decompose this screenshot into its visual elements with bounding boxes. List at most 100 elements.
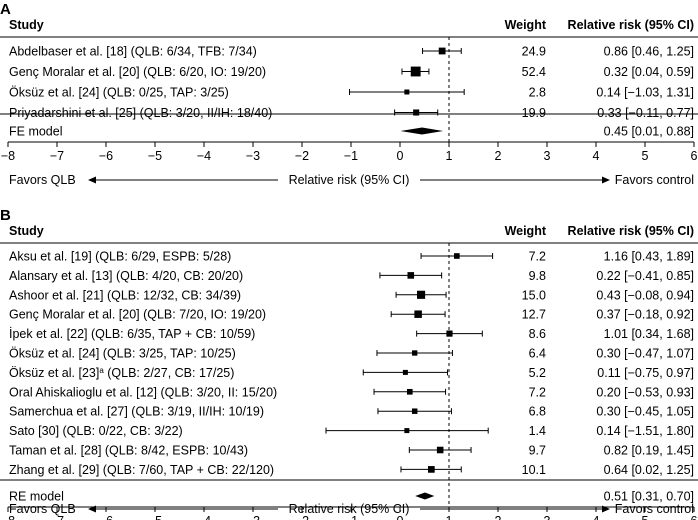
header-study: Study [9,18,44,32]
x-axis: −8 −7 −6 −5 −4 −3 −2 −1 0 1 2 3 4 5 6 [1,141,698,163]
study-row: Aksu et al. [19] (QLB: 6/29, ESPB: 5/28)… [9,250,694,264]
favors-left-label: Favors QLB [9,173,76,187]
point-estimate-square [406,388,413,395]
study-row: Priyadarshini et al. [25] (QLB: 3/20, II… [9,106,694,120]
study-weight: 19.9 [522,106,546,120]
study-row: Samerchua et al. [27] (QLB: 3/19, II/IH:… [9,405,694,419]
panel-label: A [0,1,11,18]
axis-tick-label: 4 [593,514,600,520]
axis-tick-label: −2 [295,514,309,520]
study-relative-risk: 0.22 [−0.41, 0.85] [596,269,694,283]
study-label: Öksüz et al. [24] (QLB: 0/25, TAP: 3/25) [9,86,229,100]
study-relative-risk: 0.11 [−0.75, 0.97] [597,366,694,380]
study-relative-risk: 0.33 [−0.11, 0.77] [597,106,694,120]
study-row: Oral Ahiskalioglu et al. [12] (QLB: 3/20… [9,385,694,399]
study-label: Genç Moralar et al. [20] (QLB: 6/20, IO:… [9,65,266,79]
study-row: Taman et al. [28] (QLB: 8/42, ESPB: 10/4… [9,444,694,458]
axis-tick-label: −2 [295,149,309,163]
summary-diamond [400,127,444,135]
study-relative-risk: 0.30 [−0.45, 1.05] [596,405,694,419]
axis-tick-label: −4 [197,149,211,163]
axis-tick-label: 1 [446,514,453,520]
study-label: Sato [30] (QLB: 0/22, CB: 3/22) [9,424,183,438]
axis-tick-label: 3 [544,149,551,163]
axis-tick-label: −8 [1,514,15,520]
study-relative-risk: 0.64 [0.02, 1.25] [604,463,694,477]
study-weight: 6.8 [529,405,546,419]
study-label-superscript: a [99,365,104,374]
axis-tick-label: 6 [691,514,698,520]
axis-tick-label: −6 [99,514,113,520]
summary-relative-risk: 0.51 [0.31, 0.70] [604,490,694,504]
axis-tick-label: −1 [344,149,358,163]
study-label: İpek et al. [22] (QLB: 6/35, TAP + CB: 1… [9,327,255,341]
axis-tick-label: 4 [593,149,600,163]
point-estimate-square [438,47,446,55]
summary-row: FE model 0.45 [0.01, 0.88] [9,125,694,139]
header-study: Study [9,224,44,238]
axis-tick-label: 1 [446,149,453,163]
study-weight: 7.2 [529,250,546,264]
favors-row: Favors QLB Relative risk (95% CI) Favors c… [9,173,694,187]
axis-tick-label: −4 [197,514,211,520]
summary-label: FE model [9,125,63,139]
axis-tick-label: −5 [148,149,162,163]
study-relative-risk: 1.16 [0.43, 1.89] [604,250,694,264]
study-weight: 6.4 [529,347,546,361]
favors-left-arrowhead [88,505,96,513]
favors-right-arrowhead [602,176,610,184]
axis-tick-label: 0 [397,514,404,520]
study-row: Zhang et al. [29] (QLB: 7/60, TAP + CB: … [9,463,694,477]
study-relative-risk: 0.43 [−0.08, 0.94] [596,288,694,302]
study-weight: 8.6 [529,327,546,341]
point-estimate-square [412,350,418,356]
summary-relative-risk: 0.45 [0.01, 0.88] [604,125,694,139]
study-label: Priyadarshini et al. [25] (QLB: 3/20, II… [9,106,272,120]
study-label: Taman et al. [28] (QLB: 8/42, ESPB: 10/4… [9,444,248,458]
study-weight: 10.1 [522,463,546,477]
axis-tick-label: 5 [642,149,649,163]
study-weight: 24.9 [522,45,546,59]
axis-tick-label: −3 [246,514,260,520]
study-relative-risk: 0.14 [−1.03, 1.31] [596,86,694,100]
point-estimate-square [404,428,410,434]
study-weight: 15.0 [522,288,546,302]
favors-right-label: Favors control [615,502,694,516]
study-relative-risk: 0.32 [0.04, 0.59] [604,65,694,79]
axis-tick-label: −8 [1,149,15,163]
study-label: Aksu et al. [19] (QLB: 6/29, ESPB: 5/28) [9,250,231,264]
point-estimate-square [436,446,444,454]
point-estimate-square [428,466,435,473]
axis-tick-label: 3 [544,514,551,520]
x-axis-label: Relative risk (95% CI) [289,502,410,516]
header-weight: Weight [505,224,547,238]
study-row: Sato [30] (QLB: 0/22, CB: 3/22) 1.4 0.14 [… [9,424,694,438]
point-estimate-square [407,272,415,279]
study-relative-risk: 0.30 [−0.47, 1.07] [596,347,694,361]
panel-label: B [0,207,11,224]
favors-right-arrowhead [602,505,610,513]
study-label: Abdelbaser et al. [18] (QLB: 6/34, TFB: … [9,45,257,59]
axis-tick-label: 0 [397,149,404,163]
study-row: Ashoor et al. [21] (QLB: 12/32, CB: 34/3… [9,288,694,302]
study-weight: 5.2 [529,366,546,380]
header-weight: Weight [505,18,547,32]
study-weight: 2.8 [529,86,546,100]
favors-left-arrowhead [88,176,96,184]
axis-tick-label: 5 [642,514,649,520]
study-weight: 9.7 [529,444,546,458]
study-label: Ashoor et al. [21] (QLB: 12/32, CB: 34/3… [9,288,241,302]
header-relative-risk: Relative risk (95% CI) [568,224,694,238]
study-weight: 9.8 [529,269,546,283]
header-relative-risk: Relative risk (95% CI) [568,18,694,32]
point-estimate-square [404,89,410,95]
study-relative-risk: 0.82 [0.19, 1.45] [604,444,694,458]
axis-tick-label: −7 [50,514,64,520]
axis-tick-label: −5 [148,514,162,520]
study-row: Alansary et al. [13] (QLB: 4/20, CB: 20/… [9,269,694,283]
axis-tick-label: 2 [495,149,502,163]
study-relative-risk: 0.37 [−0.18, 0.92] [596,308,694,322]
study-row: Genç Moralar et al. [20] (QLB: 6/20, IO:… [9,65,694,79]
study-weight: 1.4 [529,424,546,438]
